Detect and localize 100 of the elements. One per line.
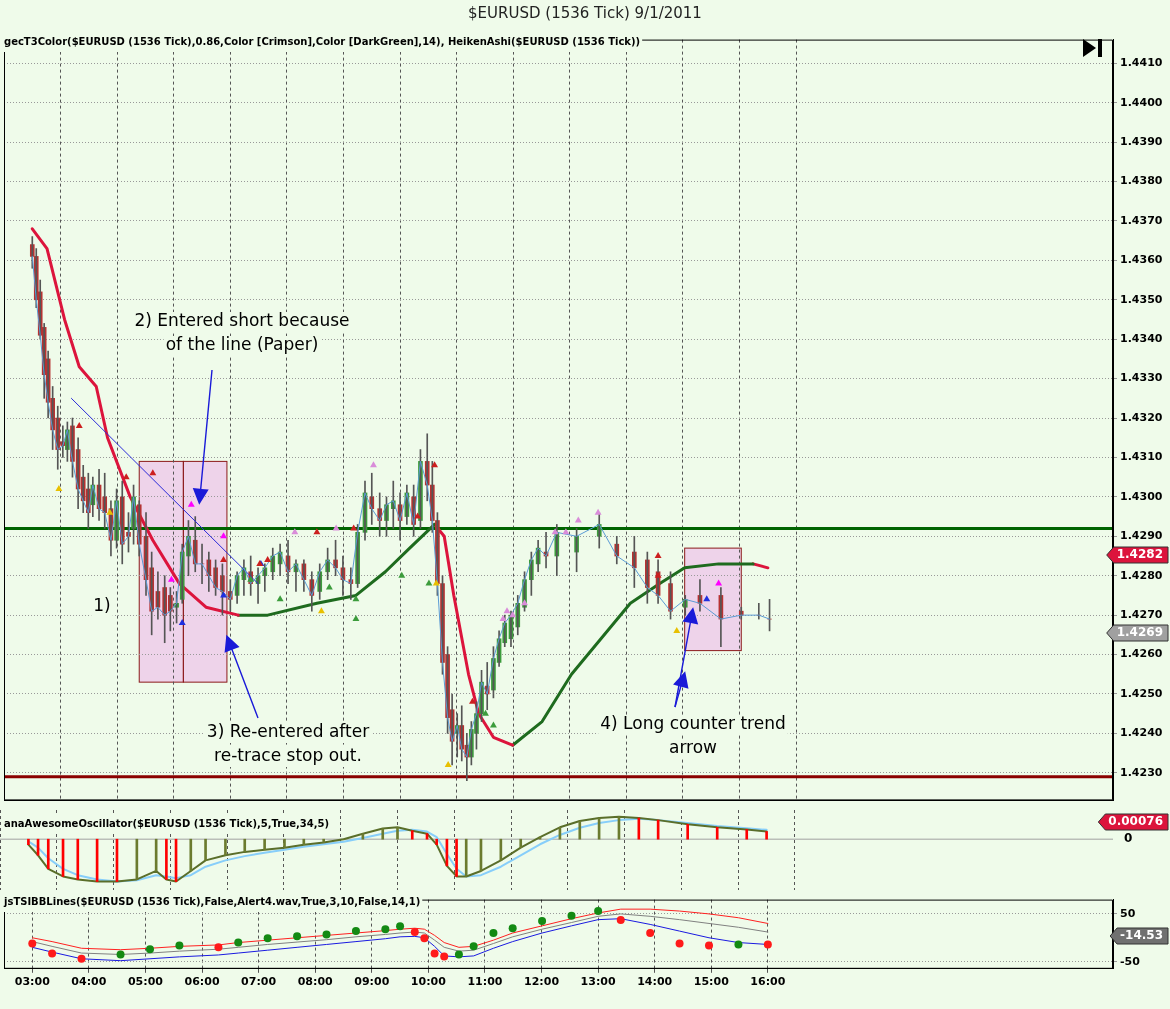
point (351, 927, 360, 936)
point (352, 615, 360, 622)
y-tick-label: 1.4350 (1120, 292, 1163, 306)
bar (686, 824, 690, 840)
bar (189, 838, 193, 872)
point (122, 473, 130, 480)
y-tick-label: 1.4370 (1120, 213, 1163, 227)
x-tick-label: 11:00 (467, 975, 503, 989)
point (145, 945, 154, 954)
point (616, 916, 625, 925)
x-tick-label: 07:00 (241, 975, 277, 989)
point (317, 607, 325, 614)
point (106, 508, 114, 515)
x-tick-label: 14:00 (637, 975, 673, 989)
y-tick-label: 1.4390 (1120, 134, 1163, 148)
y-tick-label: 1.4400 (1120, 95, 1163, 109)
x-tick-label: 06:00 (184, 975, 220, 989)
point (654, 552, 662, 558)
point (482, 709, 489, 716)
point (247, 575, 255, 582)
bar (381, 828, 385, 840)
bar (46, 838, 50, 870)
y-tick-label: 1.4240 (1120, 726, 1163, 740)
point (469, 942, 478, 951)
point (234, 938, 243, 947)
y-tick-label: 50 (1120, 906, 1136, 920)
y-tick-label: 1.4340 (1120, 332, 1163, 346)
bar (224, 838, 227, 856)
bar (322, 838, 326, 843)
bar (455, 838, 458, 877)
bar (765, 831, 768, 840)
point (187, 500, 195, 507)
point (410, 928, 419, 937)
annotation: gecT3Color($EURUSD (1536 Tick),0.86,Color [Crimson],Color [DarkGreen],14), HeikenAshi($EURUSD (1536 Tick)) (4, 35, 641, 47)
point (264, 555, 272, 562)
point (521, 599, 529, 606)
annotation: 4) Long counter trend arrow (600, 713, 786, 758)
point (508, 924, 517, 933)
y-tick-label: 1.4360 (1120, 253, 1163, 267)
point (654, 571, 662, 578)
point (332, 524, 340, 531)
point (715, 579, 723, 586)
x-tick-label: 03:00 (14, 975, 51, 989)
point (77, 954, 86, 963)
y-tick-label: 1.4280 (1120, 568, 1163, 582)
x-tick-label: 16:00 (750, 975, 786, 989)
y-tick-label: 1.4300 (1120, 489, 1163, 503)
bar (578, 820, 582, 840)
point (509, 611, 517, 618)
bar (283, 838, 286, 848)
y-tick-label: 1.4250 (1120, 686, 1163, 700)
point (220, 555, 227, 562)
bar (263, 838, 266, 851)
x-tick-label: 04:00 (71, 975, 107, 989)
y-tick-label: 1.4410 (1120, 56, 1163, 70)
point (562, 528, 570, 535)
point (489, 929, 498, 938)
point (594, 907, 603, 916)
annotation: 0.00076 (1108, 814, 1163, 829)
annotation: 2) Entered short because of the line (Paper) (134, 310, 350, 355)
x-tick-label: 08:00 (297, 975, 334, 989)
y-tick-label: 1.4230 (1120, 765, 1163, 779)
point (420, 934, 429, 943)
x-tick-label: 12:00 (524, 975, 560, 989)
point (48, 949, 57, 958)
annotation: jsTSIBBLines($EURUSD (1536 Tick),False,Alert4.wav,True,3,10,False,14,1) (3, 895, 421, 907)
y-tick-label: -50 (1120, 954, 1141, 968)
point (503, 607, 511, 614)
chart-title: $EURUSD (1536 Tick) 9/1/2011 (467, 4, 703, 22)
point (440, 952, 449, 961)
y-tick-label: 1.4290 (1120, 529, 1163, 543)
point (325, 583, 333, 590)
y-tick-label: 1.4330 (1120, 371, 1163, 385)
point (430, 949, 439, 958)
bar (204, 838, 207, 861)
point (149, 469, 157, 476)
bar (76, 838, 80, 880)
point (673, 626, 681, 633)
annotation: 3) Re-entered after re-trace stop out. (206, 721, 370, 766)
point (370, 461, 377, 468)
x-tick-label: 15:00 (693, 975, 730, 989)
point (214, 943, 223, 952)
point (703, 595, 711, 602)
y-tick-label: 1.4380 (1120, 174, 1163, 188)
point (276, 595, 284, 602)
point (432, 579, 440, 586)
point (55, 484, 63, 491)
bar (27, 838, 30, 846)
point (705, 941, 714, 950)
text: 0 (1124, 831, 1133, 846)
bar (745, 829, 749, 840)
bar (464, 838, 468, 877)
bar (435, 838, 439, 846)
point (414, 512, 422, 519)
x-tick-label: 05:00 (127, 975, 164, 989)
x-tick-label: 13:00 (580, 975, 616, 989)
point (396, 922, 405, 931)
bar (396, 826, 399, 840)
y-tick-label: 1.4310 (1120, 450, 1163, 464)
point (489, 721, 497, 728)
